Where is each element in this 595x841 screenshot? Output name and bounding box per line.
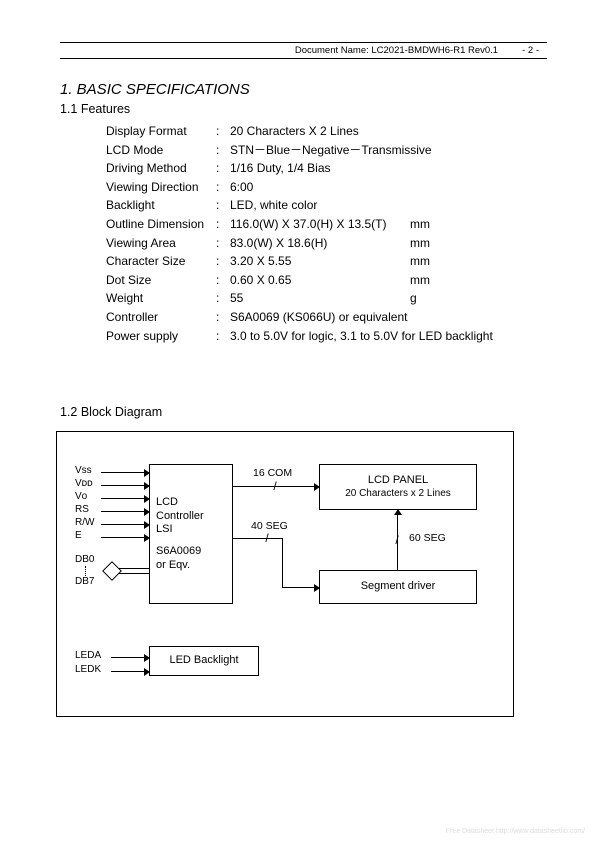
- pin-rw: R/W: [75, 517, 94, 528]
- feature-row: Driving Method:1/16 Duty, 1/4 Bias: [106, 159, 547, 178]
- watermark: Free Datasheet http://www.datasheetlib.c…: [446, 828, 585, 835]
- seg60-label: 60 SEG: [409, 532, 446, 544]
- feature-row: Outline Dimension:116.0(W) X 37.0(H) X 1…: [106, 215, 547, 234]
- feature-value: 3.20 X 5.55: [230, 252, 410, 271]
- pin-db7: DB7: [75, 576, 94, 587]
- header-row: Document Name: LC2021-BMDWH6-R1 Rev0.1 -…: [60, 45, 547, 56]
- feature-label: Driving Method: [106, 159, 216, 178]
- header-rule-top: [60, 42, 547, 43]
- slash-icon: /: [273, 479, 276, 493]
- feature-unit: mm: [410, 271, 450, 290]
- feature-row: Weight:55g: [106, 289, 547, 308]
- feature-value: 6:00: [230, 178, 410, 197]
- led-line: [111, 671, 149, 672]
- feature-unit: g: [410, 289, 450, 308]
- feature-label: Dot Size: [106, 271, 216, 290]
- feature-value: 83.0(W) X 18.6(H): [230, 234, 410, 253]
- pin-rs: RS: [75, 504, 89, 515]
- bidir-icon: [102, 561, 122, 581]
- section-title: 1. BASIC SPECIFICATIONS: [60, 81, 547, 98]
- feature-unit: mm: [410, 234, 450, 253]
- feature-row: Character Size:3.20 X 5.55mm: [106, 252, 547, 271]
- seg40-label: 40 SEG: [251, 520, 288, 532]
- feature-value: 20 Characters X 2 Lines: [230, 122, 410, 141]
- pin-vo: Vᴏ: [75, 491, 87, 502]
- feature-label: LCD Mode: [106, 141, 216, 160]
- slash-icon: /: [265, 531, 268, 545]
- pin-dots: [85, 566, 86, 576]
- feature-unit: [410, 178, 450, 197]
- page-number: - 2 -: [522, 45, 539, 56]
- feature-row: Display Format:20 Characters X 2 Lines: [106, 122, 547, 141]
- feature-row: LCD Mode:STN－Blue－Negative－Transmissive: [106, 141, 547, 160]
- feature-unit: [410, 159, 450, 178]
- seg40-line: [233, 538, 283, 539]
- feature-value: 0.60 X 0.65: [230, 271, 410, 290]
- feature-row: Backlight:LED, white color: [106, 196, 547, 215]
- feature-unit: [410, 122, 450, 141]
- block-diagram-title: 1.2 Block Diagram: [60, 405, 547, 419]
- pin-line: [101, 524, 149, 525]
- subsection-title: 1.1 Features: [60, 102, 547, 116]
- header-rule-bottom: [60, 58, 547, 59]
- pin-line: [101, 511, 149, 512]
- feature-row: Power supply:3.0 to 5.0V for logic, 3.1 …: [106, 327, 547, 346]
- pin-vss: Vss: [75, 465, 92, 476]
- pin-e: E: [75, 530, 82, 541]
- feature-unit: mm: [410, 215, 450, 234]
- feature-label: Display Format: [106, 122, 216, 141]
- feature-label: Outline Dimension: [106, 215, 216, 234]
- feature-unit: mm: [410, 252, 450, 271]
- seg40-line: [282, 538, 283, 587]
- feature-label: Power supply: [106, 327, 216, 346]
- feature-row: Viewing Direction:6:00: [106, 178, 547, 197]
- pin-line: [101, 472, 149, 473]
- feature-label: Viewing Direction: [106, 178, 216, 197]
- features-table: Display Format:20 Characters X 2 Lines L…: [60, 122, 547, 345]
- feature-value: 55: [230, 289, 410, 308]
- pin-ledk: LEDK: [75, 664, 101, 675]
- slash-icon: /: [395, 533, 398, 547]
- feature-row: Controller:S6A0069 (KS066U) or equivalen…: [106, 308, 547, 327]
- com-label: 16 COM: [253, 467, 292, 479]
- feature-value: LED, white color: [230, 196, 410, 215]
- feature-value: 1/16 Duty, 1/4 Bias: [230, 159, 410, 178]
- feature-row: Dot Size:0.60 X 0.65mm: [106, 271, 547, 290]
- feature-row: Viewing Area:83.0(W) X 18.6(H)mm: [106, 234, 547, 253]
- feature-value: 3.0 to 5.0V for logic, 3.1 to 5.0V for L…: [230, 327, 547, 346]
- feature-label: Backlight: [106, 196, 216, 215]
- feature-unit: [410, 196, 450, 215]
- block-diagram: Vss Vᴅᴅ Vᴏ RS R/W E DB0 DB7 LCD Controll…: [56, 431, 514, 717]
- feature-value: S6A0069 (KS066U) or equivalent: [230, 308, 547, 327]
- feature-value: 116.0(W) X 37.0(H) X 13.5(T): [230, 215, 410, 234]
- pin-line: [101, 485, 149, 486]
- feature-label: Weight: [106, 289, 216, 308]
- backlight-block: LED Backlight: [149, 646, 259, 676]
- pin-vdd: Vᴅᴅ: [75, 478, 93, 489]
- feature-label: Controller: [106, 308, 216, 327]
- pin-db0: DB0: [75, 554, 94, 565]
- pin-line: [101, 537, 149, 538]
- feature-label: Character Size: [106, 252, 216, 271]
- pin-leda: LEDA: [75, 650, 101, 661]
- pin-line: [101, 498, 149, 499]
- feature-value: STN－Blue－Negative－Transmissive: [230, 141, 547, 160]
- segment-driver-block: Segment driver: [319, 570, 477, 604]
- doc-name: Document Name: LC2021-BMDWH6-R1 Rev0.1: [295, 45, 498, 56]
- panel-block: LCD PANEL 20 Characters x 2 Lines: [319, 464, 477, 510]
- feature-label: Viewing Area: [106, 234, 216, 253]
- seg40-line: [282, 587, 319, 588]
- page: Document Name: LC2021-BMDWH6-R1 Rev0.1 -…: [0, 0, 595, 841]
- controller-block: LCD Controller LSI S6A0069 or Eqv.: [149, 464, 233, 604]
- led-line: [111, 657, 149, 658]
